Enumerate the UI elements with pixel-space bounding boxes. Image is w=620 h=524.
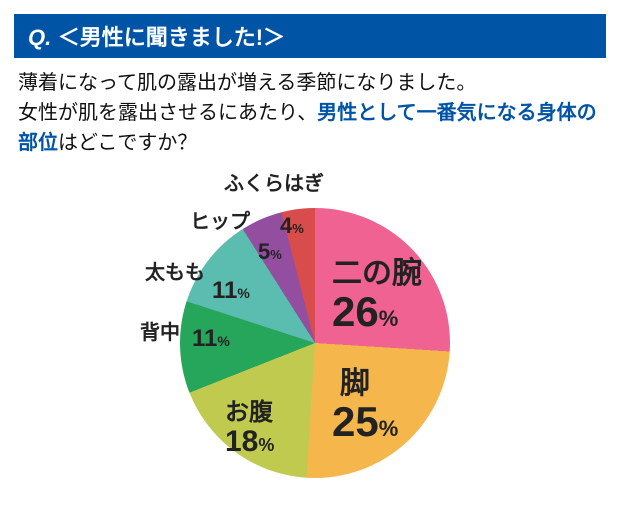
slice-percent: 5% <box>258 240 282 264</box>
slice-label: 脚 <box>340 368 370 400</box>
slice-label: 背中 <box>140 323 180 344</box>
question-header: Q. ＜男性に聞きました!＞ <box>14 14 606 58</box>
slice-label: 二の腕 <box>332 258 422 290</box>
slice-label: 太もも <box>145 263 205 284</box>
desc-line2a: 女性が肌を露出させるにあたり、 <box>18 102 317 124</box>
desc-line2b: はどこですか？ <box>58 132 197 154</box>
slice-label: ふくらはぎ <box>224 174 324 195</box>
slice-percent: 25% <box>332 400 398 444</box>
question-title: ＜男性に聞きました!＞ <box>58 25 285 50</box>
pie-chart-area: 二の腕26% 脚25% お腹18% 背中 11% 太もも 11% ヒップ 5% ふくらはぎ 4% <box>0 168 620 508</box>
slice-label: お腹 <box>225 400 273 425</box>
desc-line1: 薄着になって肌の露出が増える季節になりました。 <box>18 72 476 94</box>
slice-percent: 18% <box>225 426 274 458</box>
question-description: 薄着になって肌の露出が増える季節になりました。 女性が肌を露出させるにあたり、男… <box>0 68 620 168</box>
question-prefix: Q. <box>28 25 51 50</box>
slice-percent: 11% <box>212 278 250 303</box>
slice-percent: 4% <box>280 214 304 238</box>
slice-percent: 11% <box>192 326 230 351</box>
slice-label: ヒップ <box>190 212 250 233</box>
slice-percent: 26% <box>332 290 398 334</box>
